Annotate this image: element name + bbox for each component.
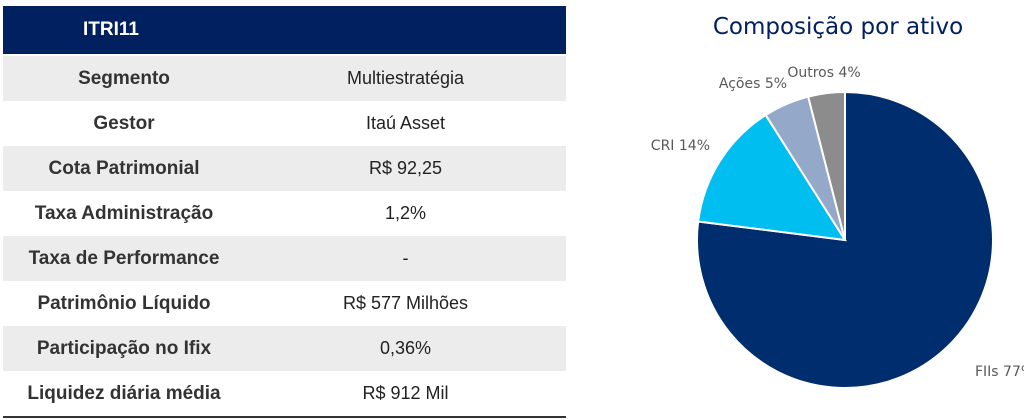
row-label: Liquidez diária média [27, 382, 221, 404]
row-label: Cota Patrimonial [48, 157, 200, 179]
table-row: Taxa de Performance - [3, 236, 566, 281]
row-label: Gestor [93, 112, 155, 134]
row-value: 0,36% [379, 338, 432, 358]
slice-label: Outros 4% [787, 65, 860, 81]
row-value: 1,2% [384, 203, 427, 223]
row-label: Taxa de Performance [28, 247, 220, 269]
row-label: Segmento [78, 67, 170, 89]
table-row: Cota Patrimonial R$ 92,25 [3, 146, 566, 191]
table-row: Patrimônio Líquido R$ 577 Milhões [3, 281, 566, 326]
row-value: Multiestratégia [346, 68, 465, 88]
row-label: Taxa Administração [34, 202, 214, 224]
pie-chart: Composição por ativo FIIs 77% CRI 14% Açõe… [651, 14, 1024, 389]
slice-label: Ações 5% [719, 76, 787, 92]
table-title: ITRI11 [3, 6, 566, 54]
table-row: Gestor Itaú Asset [3, 101, 566, 146]
table-row: Liquidez diária média R$ 912 Mil [3, 371, 566, 416]
row-label: Patrimônio Líquido [37, 292, 211, 314]
chart-title: Composição por ativo [713, 14, 963, 40]
table-row: Taxa Administração 1,2% [3, 191, 566, 236]
slice-label: FIIs 77% [975, 364, 1024, 380]
slice-label: CRI 14% [651, 138, 710, 154]
fund-info-table: ITRI11 Segmento Multiestratégia Gestor Itaú… [3, 6, 566, 418]
row-value: R$ 577 Milhões [342, 293, 469, 313]
row-value: R$ 92,25 [368, 158, 443, 178]
row-value: - [402, 248, 409, 268]
row-value: Itaú Asset [365, 113, 446, 133]
table-row: Segmento Multiestratégia [3, 56, 566, 101]
pie-slice-cri [697, 113, 847, 242]
row-label: Participação no Ifix [36, 337, 212, 359]
pie-slice-outros [806, 90, 846, 241]
row-value: R$ 912 Mil [362, 383, 449, 403]
table-row: Participação no Ifix 0,36% [3, 326, 566, 371]
